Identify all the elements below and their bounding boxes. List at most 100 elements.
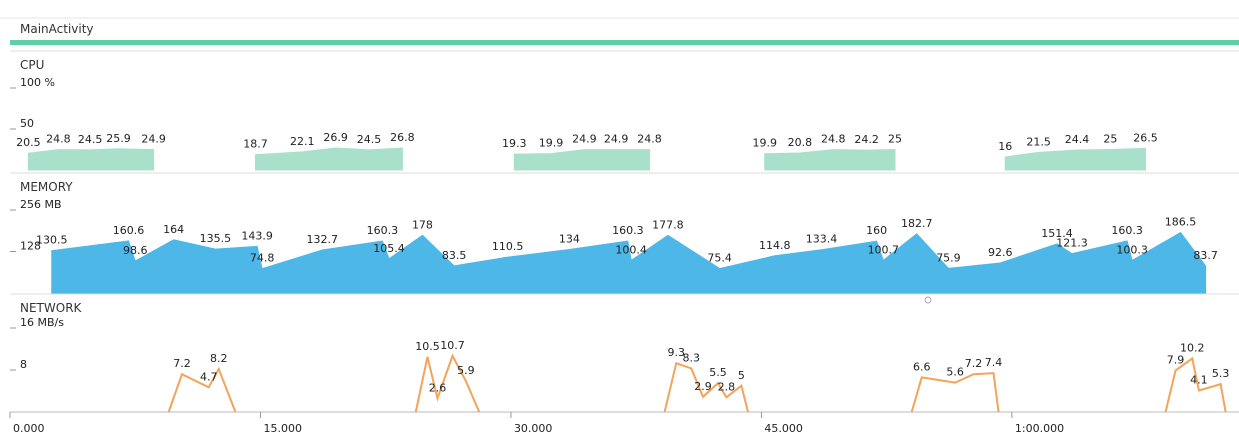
area	[51, 231, 1207, 294]
data-label: 19.3	[502, 137, 527, 150]
data-label: 135.5	[200, 232, 232, 245]
data-label: 10.2	[1180, 341, 1205, 354]
data-label: 121.3	[1056, 237, 1088, 250]
panel-title: CPU	[20, 58, 44, 72]
data-label: 9.3	[668, 346, 686, 359]
data-label: 25.9	[106, 132, 131, 145]
y-tick-label: 128	[20, 240, 41, 253]
data-label: 19.9	[753, 137, 778, 150]
data-label: 21.5	[1026, 135, 1051, 148]
y-tick-label: 256 MB	[20, 198, 62, 211]
data-label: 143.9	[241, 229, 273, 242]
data-label: 105.4	[373, 242, 405, 255]
x-tick-label: 1:00.000	[1015, 422, 1064, 435]
data-label: 2.6	[429, 381, 447, 394]
data-label: 26.9	[323, 131, 348, 144]
data-label: 5.6	[946, 366, 964, 379]
data-label: 8.3	[683, 351, 701, 364]
data-label: 25	[888, 133, 902, 146]
data-label: 100.4	[615, 243, 647, 256]
data-label: 4.1	[1190, 373, 1208, 386]
data-label: 5.5	[709, 366, 727, 379]
data-label: 24.2	[854, 133, 879, 146]
panel-title: NETWORK	[20, 301, 83, 315]
x-tick-label: 30.000	[514, 422, 553, 435]
data-label: 160.3	[612, 224, 644, 237]
activity-bar[interactable]	[10, 40, 1239, 45]
marker	[924, 296, 932, 304]
y-tick-label: 100 %	[20, 76, 55, 89]
data-label: 7.2	[173, 357, 191, 370]
data-label: 151.4	[1041, 227, 1073, 240]
data-label: 83.7	[1193, 249, 1218, 262]
data-label: 2.8	[718, 380, 736, 393]
data-label: 75.9	[936, 251, 961, 264]
data-label: 24.9	[572, 133, 597, 146]
data-label: 160.3	[1111, 224, 1143, 237]
data-label: 4.7	[200, 370, 218, 383]
data-label: 20.8	[788, 136, 813, 149]
y-tick-label: 16 MB/s	[20, 316, 64, 329]
data-label: 10.7	[440, 339, 465, 352]
data-label: 24.9	[141, 133, 166, 146]
data-label: 16	[998, 140, 1012, 153]
data-label: 177.8	[652, 218, 684, 231]
data-label: 178	[412, 218, 433, 231]
data-label: 24.8	[821, 133, 846, 146]
data-label: 2.9	[694, 380, 712, 393]
data-label: 182.7	[901, 217, 933, 230]
data-label: 19.9	[539, 137, 564, 150]
data-label: 100.3	[1116, 243, 1148, 256]
data-label: 24.8	[46, 133, 71, 146]
data-label: 7.9	[1167, 354, 1185, 367]
panel-title: MEMORY	[20, 180, 73, 194]
data-label: 24.8	[637, 133, 662, 146]
data-label: 18.7	[243, 138, 268, 151]
data-label: 133.4	[806, 233, 838, 246]
activity-name[interactable]: MainActivity	[20, 22, 94, 36]
data-label: 110.5	[492, 240, 524, 253]
data-label: 186.5	[1165, 216, 1197, 229]
data-label: 24.9	[604, 133, 629, 146]
x-tick-label: 0.000	[13, 422, 45, 435]
y-tick-label: 8	[20, 358, 27, 371]
data-label: 134	[559, 233, 580, 246]
data-label: 26.5	[1133, 131, 1158, 144]
data-label: 24.4	[1065, 133, 1090, 146]
data-label: 114.8	[759, 239, 791, 252]
data-label: 5	[738, 369, 745, 382]
data-label: 24.5	[357, 133, 382, 146]
data-label: 6.6	[913, 360, 931, 373]
data-label: 25	[1103, 133, 1117, 146]
data-label: 5.3	[1212, 367, 1230, 380]
data-label: 24.5	[78, 133, 103, 146]
x-tick-label: 45.000	[764, 422, 803, 435]
data-label: 20.5	[16, 136, 41, 149]
data-label: 130.5	[36, 234, 68, 247]
data-label: 74.8	[250, 252, 275, 265]
data-label: 160	[866, 224, 887, 237]
data-label: 8.2	[210, 352, 228, 365]
data-label: 5.9	[457, 364, 475, 377]
data-label: 26.8	[390, 131, 415, 144]
data-label: 83.5	[442, 249, 467, 262]
data-label: 100.7	[868, 243, 900, 256]
data-label: 7.4	[985, 356, 1003, 369]
data-label: 92.6	[988, 246, 1013, 259]
data-label: 160.6	[113, 224, 145, 237]
data-label: 75.4	[707, 252, 732, 265]
area	[27, 147, 1146, 171]
x-tick-label: 15.000	[263, 422, 302, 435]
data-label: 10.5	[415, 340, 440, 353]
data-label: 132.7	[307, 233, 339, 246]
data-label: 22.1	[290, 135, 315, 148]
data-label: 7.2	[965, 357, 983, 370]
data-label: 160.3	[367, 224, 399, 237]
data-label: 164	[163, 223, 184, 236]
line	[167, 353, 1227, 413]
y-tick-label: 50	[20, 117, 34, 130]
data-label: 98.6	[123, 244, 148, 257]
